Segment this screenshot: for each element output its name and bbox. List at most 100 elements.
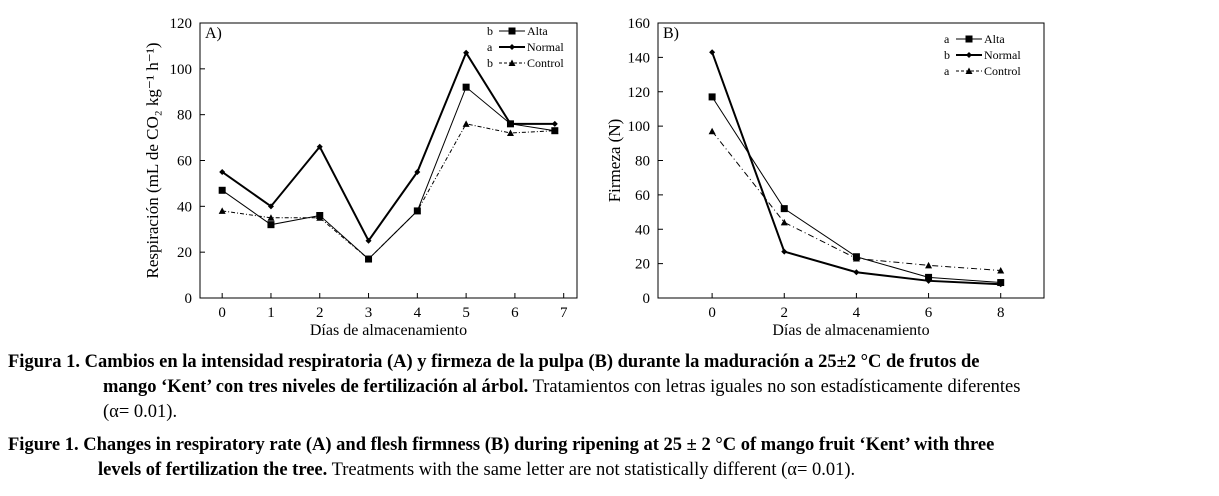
data-point-control <box>413 207 421 214</box>
data-point-control <box>925 261 933 269</box>
chart-b: 0 20 40 60 80 100 120 140 160 0 2 4 6 8 B) Días de alma… <box>605 16 1045 339</box>
x-tick-label: 4 <box>414 305 422 321</box>
data-point-control <box>780 218 788 226</box>
caption-en-bold-line1: Changes in respiratory rate (A) and fles… <box>83 435 995 455</box>
y-tick-label: 80 <box>177 108 192 124</box>
x-tick-label: 7 <box>560 305 568 321</box>
legend-label-normal: Normal <box>527 40 564 54</box>
caption-en-label: Figure 1. <box>8 435 79 455</box>
caption-en-normal-line2: Treatments with the same letter are not … <box>331 460 856 480</box>
data-point-alta <box>218 186 226 194</box>
y-tick-label: 0 <box>185 291 193 307</box>
data-point-normal <box>463 49 470 56</box>
data-point-control <box>218 207 226 214</box>
data-point-control <box>997 267 1005 274</box>
y-tick-label: 100 <box>170 62 193 78</box>
y-tick-label: 120 <box>170 16 193 32</box>
data-point-normal <box>219 168 226 175</box>
legend-letter: a <box>944 64 950 78</box>
x-tick-label: 8 <box>997 305 1005 321</box>
data-point-normal <box>781 248 788 255</box>
data-point-normal <box>997 281 1004 288</box>
legend-label-alta: Alta <box>527 24 548 38</box>
legend-marker-alta <box>508 27 516 35</box>
legend-letter: b <box>944 48 950 62</box>
caption-es-normal-line2: Tratamientos con letras iguales no son e… <box>532 377 1021 397</box>
y-tick-label: 0 <box>643 291 651 307</box>
data-point-control <box>267 214 275 221</box>
legend-marker-alta <box>965 35 973 43</box>
legend-letter: b <box>487 56 493 70</box>
series-line-control <box>711 130 1001 271</box>
data-point-control <box>708 127 716 135</box>
legend-marker-control <box>965 67 973 74</box>
legend-letter: a <box>944 32 950 46</box>
legend-label-control: Control <box>984 64 1021 78</box>
data-point-control <box>551 127 559 134</box>
legend-label-normal: Normal <box>984 48 1021 62</box>
data-point-normal <box>365 237 372 244</box>
series-line-normal <box>221 50 555 243</box>
x-tick-label: 6 <box>511 305 519 321</box>
series-line-normal <box>711 51 1001 286</box>
data-point-alta <box>708 93 716 101</box>
data-point-normal <box>925 277 932 284</box>
y-tick-label: 20 <box>177 245 192 261</box>
data-point-control <box>506 129 514 136</box>
y-tick-label: 140 <box>628 50 651 66</box>
x-tick-label: 6 <box>925 305 933 321</box>
data-point-alta <box>925 273 933 281</box>
y-tick-label: 160 <box>628 16 651 32</box>
data-point-normal <box>414 168 421 175</box>
y-axis-label: Respiración (mL de CO₂ kg⁻¹ h⁻¹) <box>143 43 162 279</box>
y-tick-label: 20 <box>635 257 650 273</box>
y-tick-label: 80 <box>635 154 650 170</box>
legend-label-control: Control <box>527 56 564 70</box>
y-tick-label: 40 <box>177 199 192 215</box>
data-point-normal <box>267 203 274 210</box>
caption-spanish: Figura 1. Cambios en la intensidad respi… <box>8 350 1020 425</box>
y-tick-label: 120 <box>628 85 651 101</box>
x-tick-label: 2 <box>781 305 789 321</box>
data-point-normal <box>853 269 860 276</box>
caption-english: Figure 1. Changes in respiratory rate (A… <box>8 433 994 483</box>
caption-es-normal-line3: (α= 0.01). <box>103 402 178 422</box>
caption-es-bold-line1: Cambios en la intensidad respiratoria (A… <box>84 352 980 372</box>
legend-marker-normal <box>966 52 972 58</box>
legend-marker-normal <box>509 44 515 50</box>
legend-marker-control <box>508 59 516 66</box>
panel-label: B) <box>663 25 679 42</box>
data-point-normal <box>551 120 558 127</box>
panel-label: A) <box>205 25 222 42</box>
x-tick-label: 0 <box>218 305 226 321</box>
legend-label-alta: Alta <box>984 32 1005 46</box>
chart-a: 0 20 40 60 80 100 120 0 1 2 3 4 5 6 7 A) Días de almacen… <box>143 16 578 339</box>
data-point-control <box>365 255 373 263</box>
y-tick-label: 40 <box>635 222 650 238</box>
data-point-alta <box>462 83 470 91</box>
x-tick-label: 1 <box>267 305 275 321</box>
x-tick-label: 4 <box>853 305 861 321</box>
data-point-normal <box>709 49 716 56</box>
x-tick-label: 0 <box>708 305 716 321</box>
legend-letter: a <box>487 40 493 54</box>
y-tick-label: 60 <box>177 154 192 170</box>
data-point-alta <box>267 221 275 229</box>
plot-frame <box>199 22 578 299</box>
legend-letter: b <box>487 24 493 38</box>
data-point-control <box>462 120 470 127</box>
x-axis-label: Días de almacenamiento <box>772 322 929 339</box>
data-point-normal <box>316 143 323 150</box>
caption-es-bold-line2: mango ‘Kent’ con tres niveles de fertili… <box>103 377 529 397</box>
y-axis-label: Firmeza (N) <box>605 119 624 203</box>
x-axis-label: Días de almacenamiento <box>310 322 467 339</box>
series-line-alta <box>221 86 555 260</box>
data-point-alta <box>780 205 788 213</box>
x-tick-label: 5 <box>462 305 470 321</box>
y-tick-label: 60 <box>635 188 650 204</box>
data-point-normal <box>507 120 514 127</box>
caption-en-bold-line2: levels of fertilization the tree. <box>98 460 328 480</box>
x-tick-label: 2 <box>316 305 324 321</box>
x-tick-label: 3 <box>365 305 373 321</box>
